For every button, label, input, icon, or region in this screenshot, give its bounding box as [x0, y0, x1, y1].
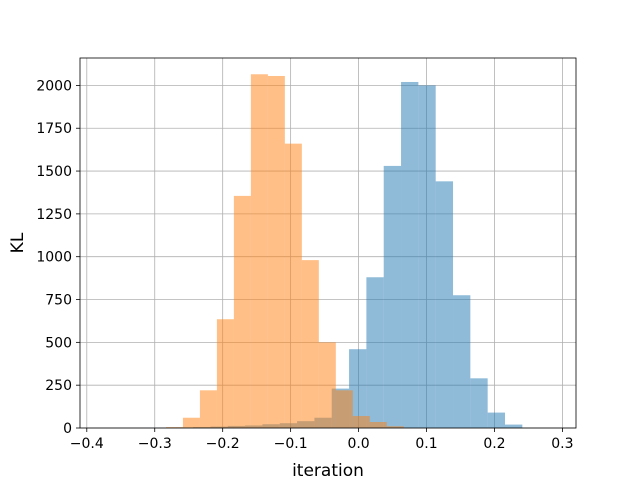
y-tick-label: 1250 — [36, 207, 72, 223]
x-tick-label: −0.3 — [138, 436, 172, 452]
y-tick-label: 0 — [63, 421, 72, 437]
histogram-bar — [487, 412, 505, 428]
x-tick-label: 0.0 — [347, 436, 369, 452]
y-tick-label: 500 — [45, 335, 72, 351]
histogram-bar — [335, 390, 353, 428]
histogram-bars — [141, 74, 523, 429]
y-tick-label: 1750 — [36, 121, 72, 137]
histogram-bar — [318, 342, 336, 428]
plot-frame — [79, 57, 577, 429]
x-tick-label: 0.1 — [415, 436, 437, 452]
histogram-bar — [199, 390, 217, 428]
histogram-bar — [386, 426, 404, 428]
histogram-bar — [250, 74, 268, 429]
histogram-bar — [504, 424, 523, 428]
histogram-bar — [165, 427, 183, 428]
histogram-bar — [366, 277, 384, 428]
axis-ticks: −0.4 −0.3 −0.2 −0.1 0.0 0.1 0.2 0.3 0 250 500 750 10… — [36, 78, 573, 452]
x-tick-label: 0.3 — [551, 436, 573, 452]
histogram-bar — [349, 349, 367, 428]
x-axis-label: iteration — [292, 461, 364, 480]
histogram-bar — [233, 195, 251, 428]
histogram-bar — [401, 81, 419, 429]
histogram-bar — [267, 75, 285, 428]
histogram-bar — [284, 143, 302, 429]
histogram-bar — [369, 422, 387, 428]
histogram-bar — [383, 165, 402, 428]
y-axis-label: KL — [8, 232, 28, 253]
x-tick-label: −0.1 — [274, 436, 308, 452]
x-tick-label: −0.4 — [70, 436, 104, 452]
histogram-bar — [301, 260, 319, 428]
histogram-bar — [435, 181, 454, 428]
y-tick-label: 750 — [45, 293, 72, 309]
histogram-bar — [470, 378, 488, 428]
histogram-bar — [182, 417, 200, 428]
histogram-bar — [352, 416, 370, 428]
y-tick-label: 2000 — [36, 78, 72, 94]
histogram-bar — [216, 319, 234, 428]
y-tick-label: 1000 — [36, 250, 72, 266]
x-tick-label: 0.2 — [483, 436, 505, 452]
histogram-bar — [453, 295, 471, 428]
y-tick-label: 1500 — [36, 164, 72, 180]
x-tick-label: −0.2 — [206, 436, 240, 452]
y-tick-label: 250 — [45, 378, 72, 394]
histogram-bar — [418, 85, 436, 428]
